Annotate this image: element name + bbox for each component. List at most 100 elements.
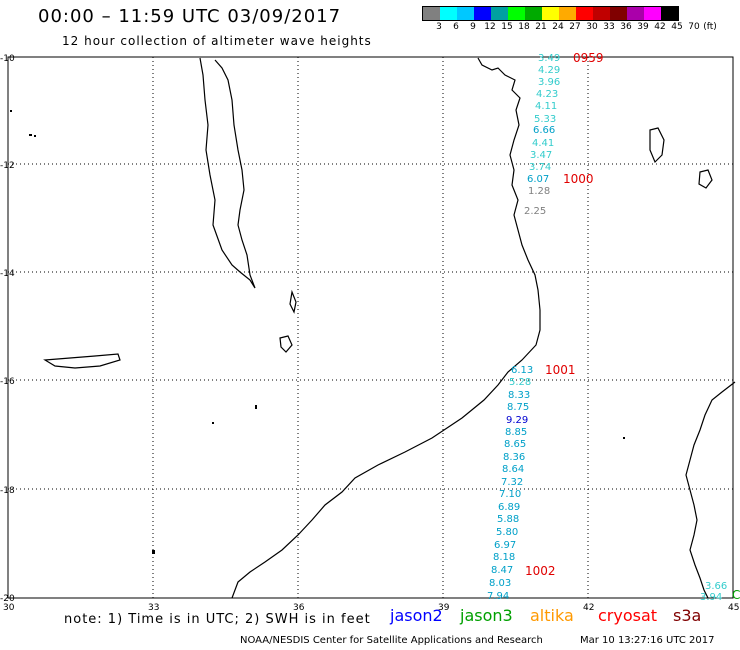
- x-tick-30: 30: [3, 603, 15, 613]
- swh-value: 9.29: [506, 415, 528, 426]
- legend-swatch: [576, 7, 593, 20]
- comoros-island: [649, 127, 665, 164]
- legend-swatch: [593, 7, 610, 20]
- track-time-label: 1002: [525, 564, 556, 578]
- footer-credit: NOAA/NESDIS Center for Satellite Applica…: [240, 635, 543, 646]
- swh-value: 6.13: [511, 365, 533, 376]
- swh-value: 8.03: [489, 578, 511, 589]
- legend-swatch: [542, 7, 559, 20]
- legend-swatch: [508, 7, 525, 20]
- x-tick-42: 42: [583, 603, 594, 613]
- legend-tick-label: 36: [620, 22, 632, 32]
- axis-tick-labels: 30 33 36 39 42 45 -10 -12 -14 -16 -18 -2…: [0, 54, 739, 613]
- legend-tick-label: 21: [535, 22, 547, 32]
- lake-outline: [289, 289, 297, 314]
- legend-swatch: [525, 7, 542, 20]
- track-time-label: 1001: [545, 363, 576, 377]
- legend-tick-label: 24: [552, 22, 564, 32]
- legend-swatch: [559, 7, 576, 20]
- swh-value: 3.49: [538, 53, 560, 64]
- legend-swatch: [474, 7, 491, 20]
- swh-value: 5.28: [509, 377, 531, 388]
- swh-value: 3.74: [529, 162, 551, 173]
- swh-value: 4.11: [535, 101, 557, 112]
- legend-tick-label: 70: [688, 22, 700, 32]
- swh-value: 5.80: [496, 527, 518, 538]
- swh-value: 4.23: [536, 89, 558, 100]
- legend-tick-label: 3: [436, 22, 442, 32]
- y-tick-18: -18: [0, 486, 15, 496]
- legend-tick-label: 30: [586, 22, 598, 32]
- swh-value: 8.18: [493, 552, 515, 563]
- swh-value: 3.47: [530, 150, 552, 161]
- legend-swatch: [457, 7, 474, 20]
- satellite-altika: altika: [530, 606, 574, 625]
- map-specks: [10, 110, 625, 554]
- map-title: 00:00 – 11:59 UTC 03/09/2017: [38, 6, 342, 27]
- swh-value: 8.33: [508, 390, 530, 401]
- map-subtitle: 12 hour collection of altimeter wave hei…: [62, 34, 372, 48]
- african-coastline: [231, 57, 541, 599]
- legend-tick-label: (ft): [703, 22, 717, 32]
- coastlines: [43, 57, 736, 599]
- edge-marker: C: [732, 588, 740, 602]
- x-tick-39: 39: [438, 603, 450, 613]
- x-tick-33: 33: [148, 603, 159, 613]
- swh-value: 4.29: [538, 65, 560, 76]
- satellite-jason2: jason2: [390, 606, 443, 625]
- island-small: [279, 335, 293, 353]
- track-0-values: 3.49 4.29 3.96 4.23 4.11 5.33 6.66 4.41 …: [524, 53, 560, 217]
- graticule: [8, 57, 733, 598]
- swh-value: 8.65: [504, 439, 526, 450]
- swh-value: 5.33: [534, 114, 556, 125]
- swh-value: 7.94: [487, 591, 509, 602]
- swh-value: 3.66: [705, 581, 727, 592]
- swh-value: 6.97: [494, 540, 516, 551]
- swh-value: 8.75: [507, 402, 529, 413]
- color-scale-labels: 3 6 9 12 15 18 21 24 27 30 33 36 39 42 45 70 (ft): [422, 21, 717, 33]
- legend-tick-label: 18: [518, 22, 530, 32]
- y-tick-20: -20: [0, 594, 15, 604]
- legend-swatch: [491, 7, 508, 20]
- color-scale-legend: 3 6 9 12 15 18 21 24 27 30 33 36 39 42 45 70 (ft): [422, 6, 717, 33]
- legend-swatch: [440, 7, 457, 20]
- map-frame: [7, 56, 734, 599]
- swh-value: 3.94: [700, 592, 722, 603]
- y-tick-12: -12: [0, 161, 15, 171]
- y-tick-14: -14: [0, 269, 15, 279]
- swh-value: 4.41: [532, 138, 554, 149]
- x-tick-36: 36: [293, 603, 305, 613]
- legend-swatch: [661, 7, 678, 20]
- swh-value: 8.85: [505, 427, 527, 438]
- legend-swatch: [423, 7, 440, 20]
- footer-timestamp: Mar 10 13:27:16 UTC 2017: [580, 635, 715, 646]
- swh-value: 8.47: [491, 565, 513, 576]
- legend-tick-label: 12: [484, 22, 496, 32]
- footer-note: note: 1) Time is in UTC; 2) SWH is in fe…: [64, 612, 371, 627]
- legend-tick-label: 42: [654, 22, 666, 32]
- legend-tick-label: 15: [501, 22, 513, 32]
- legend-tick-label: 33: [603, 22, 615, 32]
- satellite-s3a: s3a: [673, 606, 702, 625]
- legend-tick-label: 6: [453, 22, 459, 32]
- legend-tick-label: 27: [569, 22, 581, 32]
- swh-value: 8.36: [503, 452, 525, 463]
- swh-value: 6.07: [527, 174, 549, 185]
- y-tick-16: -16: [0, 377, 15, 387]
- color-scale-bar: [422, 6, 679, 21]
- swh-value: 2.25: [524, 206, 546, 217]
- swh-value: 7.10: [499, 489, 521, 500]
- x-tick-45: 45: [728, 603, 739, 613]
- legend-tick-label: 9: [470, 22, 476, 32]
- madagascar-coastline: [685, 381, 736, 599]
- track-2-values: 6.13 5.28 8.33 8.75 9.29 8.85 8.65 8.36 …: [487, 365, 533, 602]
- track-time-label: 0959: [573, 51, 604, 65]
- satellite-cryosat: cryosat: [598, 606, 658, 625]
- swh-value: 7.32: [501, 477, 523, 488]
- y-tick-10: -10: [0, 54, 15, 64]
- swh-value: 5.88: [497, 514, 519, 525]
- edge-values: 3.66 3.94 C: [700, 581, 740, 603]
- track-times: 0959 1000 1001 1002: [525, 51, 604, 578]
- legend-swatch: [627, 7, 644, 20]
